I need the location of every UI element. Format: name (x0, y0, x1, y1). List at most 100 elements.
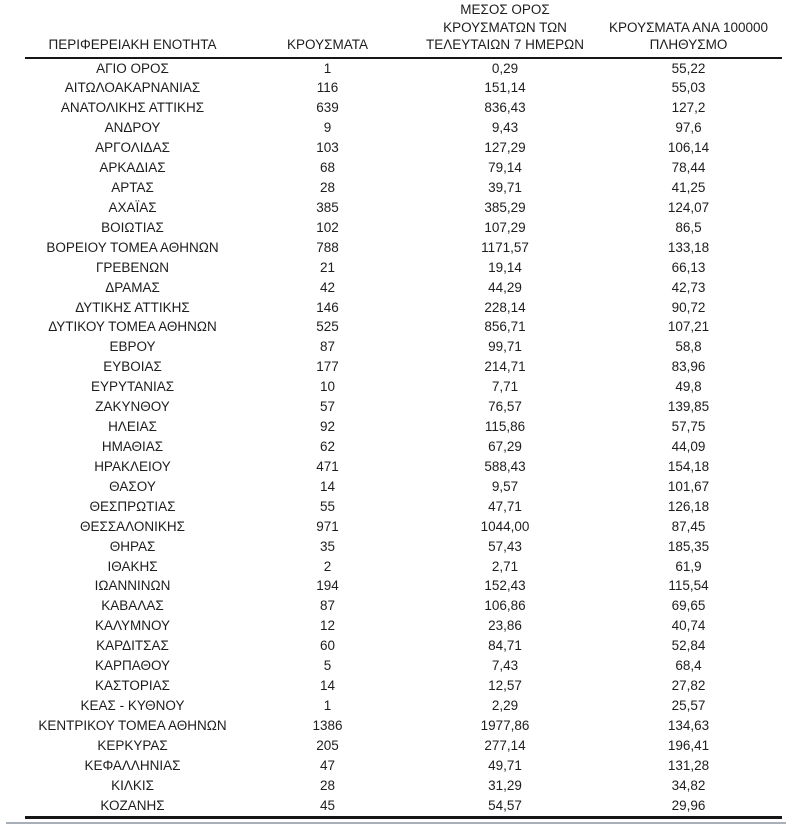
avg-7-days-cell: 23,86 (488, 618, 522, 634)
avg-7-days-cell: 2,71 (491, 558, 519, 574)
table-row: ΘΕΣΣΑΛΟΝΙΚΗΣ 971 1044,00 87,45 (25, 517, 782, 537)
table-row: ΑΙΤΩΛΟΑΚΑΡΝΑΝΙΑΣ 116 151,14 55,03 (25, 78, 782, 98)
cases-cell: 385 (316, 199, 339, 215)
cases-cell: 1386 (312, 717, 343, 733)
per-100000-cell: 107,21 (667, 319, 710, 335)
avg-7-days-cell: 9,43 (491, 120, 519, 136)
avg-7-days-cell: 76,57 (488, 399, 522, 415)
regional-unit-cell: ΒΟΙΩΤΙΑΣ (101, 219, 164, 235)
regional-unit-cell: ΕΒΡΟΥ (109, 339, 156, 355)
table-row: ΚΟΖΑΝΗΣ 45 54,57 29,96 (25, 795, 782, 819)
cases-cell: 28 (319, 180, 336, 196)
cases-cell: 14 (319, 478, 336, 494)
per-100000-cell: 44,09 (671, 439, 706, 455)
per-100000-cell: 124,07 (667, 199, 710, 215)
per-100000-cell: 115,54 (668, 578, 709, 594)
regional-unit-cell: ΘΗΡΑΣ (109, 538, 156, 554)
per-100000-cell: 90,72 (671, 299, 706, 315)
header-regional-unit: ΠΕΡΙΦΕΡΕΙΑΚΗ ΕΝΟΤΗΤΑ (25, 1, 240, 59)
avg-7-days-cell: 49,71 (488, 757, 522, 773)
per-100000-cell: 68,4 (675, 658, 702, 674)
table-row: ΑΝΑΤΟΛΙΚΗΣ ΑΤΤΙΚΗΣ 639 836,43 127,2 (25, 98, 782, 118)
cases-cell: 60 (319, 638, 336, 654)
per-100000-cell: 106,14 (667, 140, 710, 156)
header-regional-unit-label: ΠΕΡΙΦΕΡΕΙΑΚΗ ΕΝΟΤΗΤΑ (48, 37, 217, 52)
regional-unit-cell: ΘΕΣΠΡΩΤΙΑΣ (89, 498, 176, 514)
per-100000-cell: 139,85 (667, 399, 710, 415)
regional-unit-cell: ΕΥΡΥΤΑΝΙΑΣ (90, 379, 175, 395)
table-row: ΑΧΑΪΑΣ 385 385,29 124,07 (25, 198, 782, 218)
table-row: ΓΡΕΒΕΝΩΝ 21 19,14 66,13 (25, 258, 782, 278)
avg-7-days-cell: 836,43 (484, 100, 526, 116)
per-100000-cell: 87,45 (671, 518, 706, 534)
regional-unit-cell: ΚΕΑΣ - ΚΥΘΝΟΥ (80, 698, 185, 713)
cases-cell: 146 (316, 299, 339, 315)
table-row: ΔΥΤΙΚΟΥ ΤΟΜΕΑ ΑΘΗΝΩΝ 525 856,71 107,21 (25, 317, 782, 337)
avg-7-days-cell: 31,29 (488, 777, 522, 793)
per-100000-cell: 86,5 (675, 219, 702, 235)
per-100000-cell: 49,8 (675, 379, 702, 395)
avg-7-days-cell: 151,14 (484, 80, 526, 96)
cases-cell: 21 (319, 259, 336, 275)
table-row: ΒΟΙΩΤΙΑΣ 102 107,29 86,5 (25, 218, 782, 238)
per-100000-cell: 69,65 (671, 598, 706, 614)
avg-7-days-cell: 1044,00 (480, 518, 530, 534)
avg-7-days-cell: 107,29 (484, 219, 526, 235)
regional-unit-cell: ΑΓΙΟ ΟΡΟΣ (96, 60, 169, 76)
cases-cell: 47 (319, 757, 336, 773)
per-100000-cell: 83,96 (671, 359, 706, 375)
per-100000-cell: 25,57 (671, 698, 706, 713)
avg-7-days-cell: 856,71 (484, 319, 526, 335)
regional-unit-cell: ΚΟΖΑΝΗΣ (25, 795, 240, 819)
per-100000-cell: 127,2 (671, 100, 706, 116)
regional-unit-cell: ΑΡΚΑΔΙΑΣ (99, 160, 166, 176)
cases-cell: 1 (323, 60, 332, 76)
table-row: ΕΥΒΟΙΑΣ 177 214,71 83,96 (25, 357, 782, 377)
table-row: ΚΕΑΣ - ΚΥΘΝΟΥ 1 2,29 25,57 (25, 696, 782, 716)
cases-cell: 35 (319, 538, 336, 554)
avg-7-days-cell: 277,14 (484, 737, 526, 753)
table-row: ΑΓΙΟ ΟΡΟΣ 1 0,29 55,22 (25, 58, 782, 79)
table-body: ΑΓΙΟ ΟΡΟΣ 1 0,29 55,22 ΑΙΤΩΛΟΑΚΑΡΝΑΝΙΑΣ … (25, 58, 782, 819)
avg-7-days-cell: 84,71 (488, 638, 522, 654)
header-avg-7-days-line-3: ΤΕΛΕΥΤΑΙΩΝ 7 ΗΜΕΡΩΝ (426, 37, 584, 52)
cases-cell: 57 (319, 399, 336, 415)
table-row: ΕΥΡΥΤΑΝΙΑΣ 10 7,71 49,8 (25, 377, 782, 397)
cases-cell: 525 (316, 319, 339, 335)
per-100000-cell: 27,82 (671, 678, 706, 694)
table-row: ΚΑΛΥΜΝΟΥ 12 23,86 40,74 (25, 616, 782, 636)
per-100000-cell: 185,35 (667, 538, 710, 554)
per-100000-cell: 101,67 (667, 478, 710, 494)
header-cases-per-100000-line-1: ΚΡΟΥΣΜΑΤΑ ΑΝΑ 100000 (609, 19, 768, 35)
avg-7-days-cell: 67,29 (488, 439, 522, 455)
cases-cell: 788 (316, 239, 339, 255)
per-100000-cell: 40,74 (671, 618, 706, 634)
regional-unit-cell: ΒΟΡΕΙΟΥ ΤΟΜΕΑ ΑΘΗΝΩΝ (46, 239, 219, 255)
cases-by-regional-unit-table: ΠΕΡΙΦΕΡΕΙΑΚΗ ΕΝΟΤΗΤΑ ΚΡΟΥΣΜΑΤΑ ΜΕΣΟΣ ΟΡΟ… (25, 1, 782, 819)
per-100000-cell: 126,18 (667, 498, 710, 514)
regional-unit-cell: ΙΩΑΝΝΙΝΩΝ (94, 578, 171, 594)
table-row: ΘΑΣΟΥ 14 9,57 101,67 (25, 477, 782, 497)
cases-cell: 116 (316, 80, 339, 96)
cases-cell: 42 (319, 279, 336, 295)
table-row: ΑΡΓΟΛΙΔΑΣ 103 127,29 106,14 (25, 138, 782, 158)
per-100000-cell: 41,25 (671, 180, 706, 196)
regional-unit-cell: ΔΥΤΙΚΗΣ ΑΤΤΙΚΗΣ (75, 299, 190, 315)
table-row: ΖΑΚΥΝΘΟΥ 57 76,57 139,85 (25, 397, 782, 417)
header-cases-label: ΚΡΟΥΣΜΑΤΑ (287, 37, 368, 52)
avg-7-days-cell: 2,29 (491, 698, 519, 713)
bottom-edge-line (6, 822, 786, 824)
cases-cell: 103 (316, 140, 339, 156)
cases-cell: 205 (316, 737, 339, 753)
regional-unit-cell: ΗΛΕΙΑΣ (108, 419, 157, 435)
cases-cell: 87 (319, 598, 336, 614)
regional-unit-cell: ΑΡΓΟΛΙΔΑΣ (95, 140, 170, 156)
cases-cell: 177 (316, 359, 339, 375)
table-row: ΚΑΣΤΟΡΙΑΣ 14 12,57 27,82 (25, 676, 782, 696)
table-row: ΕΒΡΟΥ 87 99,71 58,8 (25, 337, 782, 357)
avg-7-days-cell: 115,86 (484, 419, 526, 435)
per-100000-cell: 52,84 (671, 638, 706, 654)
table-row: ΚΕΦΑΛΛΗΝΙΑΣ 47 49,71 131,28 (25, 756, 782, 776)
per-100000-cell: 66,13 (671, 259, 706, 275)
